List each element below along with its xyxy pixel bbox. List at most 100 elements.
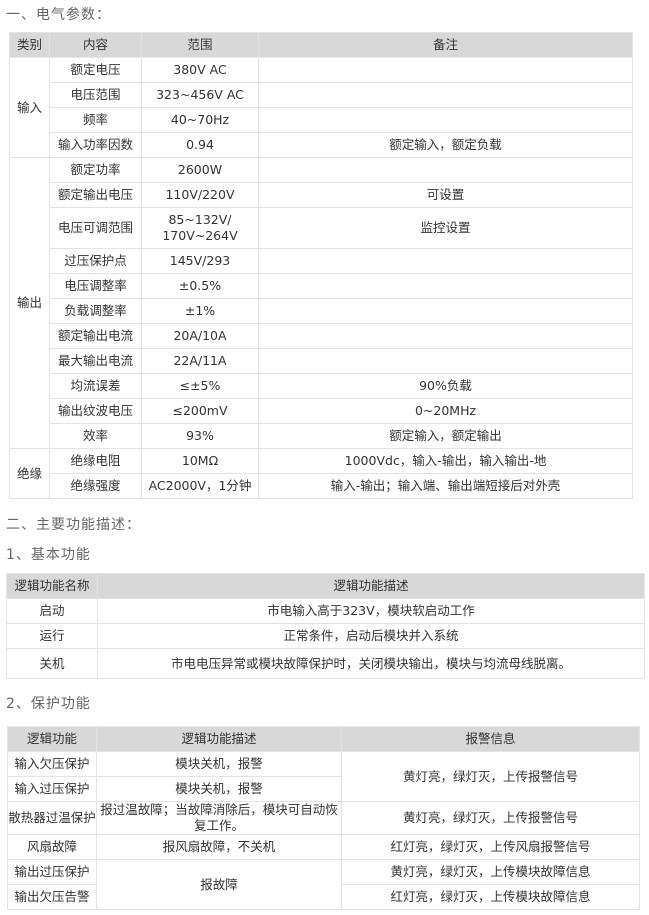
range-cell: 0.94 bbox=[141, 132, 259, 158]
remarks-cell bbox=[258, 157, 633, 183]
cell: 报故障 bbox=[96, 859, 342, 910]
content-cell: 电压可调范围 bbox=[49, 207, 142, 249]
table-row: 输入过压保护 模块关机，报警 bbox=[7, 776, 640, 802]
cell: 启动 bbox=[6, 598, 98, 624]
range-cell: 93% bbox=[141, 423, 259, 449]
cell: 黄灯亮，绿灯灭，上传模块故障信息 bbox=[341, 859, 640, 885]
content-cell: 绝缘电阻 bbox=[49, 448, 142, 474]
remarks-cell bbox=[258, 57, 633, 83]
header-alarm-info: 报警信息 bbox=[341, 726, 640, 752]
remarks-cell: 额定输入，额定输出 bbox=[258, 423, 633, 449]
header-function-name: 逻辑功能名称 bbox=[6, 573, 98, 599]
remarks-cell: 90%负载 bbox=[258, 373, 633, 399]
table-row: 额定输出电压 110V/220V 可设置 bbox=[10, 182, 633, 208]
table-row: 输出过压保护 报故障 黄灯亮，绿灯灭，上传模块故障信息 bbox=[7, 859, 640, 910]
cell: 黄灯亮，绿灯灭，上传报警信号 bbox=[341, 751, 640, 802]
remarks-cell: 额定输入，额定负载 bbox=[258, 132, 633, 158]
range-cell: ±0.5% bbox=[141, 273, 259, 299]
table-row: 频率 40~70Hz bbox=[10, 107, 633, 133]
content-cell: 额定输出电压 bbox=[49, 182, 142, 208]
cell: 市电输入高于323V，模块软启动工作 bbox=[97, 598, 645, 624]
content-cell: 电压范围 bbox=[49, 82, 142, 108]
header-category: 类别 bbox=[9, 32, 50, 58]
basic-functions-table: 逻辑功能名称 逻辑功能描述 启动 市电输入高于323V，模块软启动工作 运行 正常条… bbox=[6, 573, 645, 679]
cell: 输出欠压告警 bbox=[7, 884, 97, 910]
range-cell: ±1% bbox=[141, 298, 259, 324]
cell: 报风扇故障，不关机 bbox=[96, 834, 342, 860]
remarks-cell bbox=[258, 248, 633, 274]
cell: 风扇故障 bbox=[7, 834, 97, 860]
table-row: 风扇故障 报风扇故障，不关机 红灯亮，绿灯灭，上传风扇报警信号 bbox=[7, 834, 640, 860]
category-cell: 输入 bbox=[9, 57, 50, 158]
range-cell: ≤±5% bbox=[141, 373, 259, 399]
content-cell: 电压调整率 bbox=[49, 273, 142, 299]
header-remarks: 备注 bbox=[258, 32, 633, 58]
range-cell: 85~132V/ 170V~264V bbox=[141, 207, 259, 249]
content-cell: 负载调整率 bbox=[49, 298, 142, 324]
remarks-cell: 可设置 bbox=[258, 182, 633, 208]
category-cell: 绝缘 bbox=[9, 448, 50, 499]
remarks-cell bbox=[258, 273, 633, 299]
table-row: 输入欠压保护 模块关机，报警 黄灯亮，绿灯灭，上传报警信号 bbox=[7, 751, 640, 802]
cell: 模块关机，报警 bbox=[96, 751, 342, 777]
content-cell: 额定输出电流 bbox=[49, 323, 142, 349]
cell: 关机 bbox=[6, 648, 98, 679]
content-cell: 最大输出电流 bbox=[49, 348, 142, 374]
table-row: 电压调整率 ±0.5% bbox=[10, 273, 633, 299]
table-row: 均流误差 ≤±5% 90%负载 bbox=[10, 373, 633, 399]
header-range: 范围 bbox=[141, 32, 259, 58]
table-row: 过压保护点 145V/293 bbox=[10, 248, 633, 274]
table-row: 电压可调范围 85~132V/ 170V~264V 监控设置 bbox=[10, 207, 633, 249]
cell: 市电电压异常或模块故障保护时，关闭模块输出，模块与均流母线脱离。 bbox=[97, 648, 645, 679]
cell: 输入欠压保护 bbox=[7, 751, 97, 777]
table-row: 散热器过温保护 报过温故障；当故障消除后，模块可自动恢复工作。 黄灯亮，绿灯灭，… bbox=[7, 801, 640, 835]
header-function-desc: 逻辑功能描述 bbox=[97, 573, 645, 599]
table-header-row: 逻辑功能名称 逻辑功能描述 bbox=[6, 573, 645, 599]
section-heading-electrical: 一、电气参数： bbox=[6, 7, 111, 23]
content-cell: 均流误差 bbox=[49, 373, 142, 399]
range-cell: ≤200mV bbox=[141, 398, 259, 424]
remarks-cell bbox=[258, 323, 633, 349]
table-row: 绝缘 绝缘电阻 10MΩ 1000Vdc，输入-输出，输入输出-地 bbox=[9, 448, 633, 499]
cell: 红灯亮，绿灯灭，上传风扇报警信号 bbox=[341, 834, 640, 860]
table-row: 额定输出电流 20A/10A bbox=[10, 323, 633, 349]
table-row: 输出纹波电压 ≤200mV 0~20MHz bbox=[10, 398, 633, 424]
content-cell: 额定功率 bbox=[49, 157, 142, 183]
table-header-row: 类别 内容 范围 备注 bbox=[9, 32, 633, 58]
section-heading-functions: 二、主要功能描述： bbox=[6, 517, 141, 533]
remarks-cell bbox=[258, 348, 633, 374]
category-cell: 输出 bbox=[9, 157, 50, 449]
table-header-row: 逻辑功能 逻辑功能描述 报警信息 bbox=[7, 726, 640, 752]
protection-functions-table: 逻辑功能 逻辑功能描述 报警信息 输入欠压保护 模块关机，报警 黄灯亮，绿灯灭，… bbox=[7, 726, 640, 910]
table-row: 输出欠压告警 红灯亮，绿灯灭，上传模块故障信息 bbox=[7, 884, 640, 910]
content-cell: 输出纹波电压 bbox=[49, 398, 142, 424]
remarks-cell bbox=[258, 107, 633, 133]
range-cell: 22A/11A bbox=[141, 348, 259, 374]
cell: 散热器过温保护 bbox=[7, 801, 97, 835]
table-row: 输入 额定电压 380V AC bbox=[9, 57, 633, 158]
cell: 正常条件，启动后模块并入系统 bbox=[97, 623, 645, 649]
content-cell: 额定电压 bbox=[49, 57, 142, 83]
electrical-params-table: 类别 内容 范围 备注 输入 额定电压 380V AC 电压范围 323~456V AC… bbox=[9, 32, 633, 499]
cell: 报过温故障；当故障消除后，模块可自动恢复工作。 bbox=[96, 801, 342, 835]
range-cell: 323~456V AC bbox=[141, 82, 259, 108]
table-row: 最大输出电流 22A/11A bbox=[10, 348, 633, 374]
remarks-cell bbox=[258, 82, 633, 108]
table-row: 效率 93% 额定输入，额定输出 bbox=[10, 423, 633, 449]
table-row: 负载调整率 ±1% bbox=[10, 298, 633, 324]
table-row: 输入功率因数 0.94 额定输入，额定负载 bbox=[10, 132, 633, 158]
range-cell: 40~70Hz bbox=[141, 107, 259, 133]
range-cell: 2600W bbox=[141, 157, 259, 183]
range-cell: 10MΩ bbox=[141, 448, 259, 474]
content-cell: 绝缘强度 bbox=[49, 473, 142, 499]
cell: 输入过压保护 bbox=[7, 776, 97, 802]
table-row: 输出 额定功率 2600W bbox=[9, 157, 633, 449]
content-cell: 过压保护点 bbox=[49, 248, 142, 274]
table-row: 电压范围 323~456V AC bbox=[10, 82, 633, 108]
remarks-cell: 监控设置 bbox=[258, 207, 633, 249]
header-function: 逻辑功能 bbox=[7, 726, 97, 752]
range-cell: 20A/10A bbox=[141, 323, 259, 349]
subsection-heading-basic: 1、基本功能 bbox=[6, 547, 91, 563]
range-cell: 110V/220V bbox=[141, 182, 259, 208]
cell: 黄灯亮，绿灯灭，上传报警信号 bbox=[341, 801, 640, 835]
